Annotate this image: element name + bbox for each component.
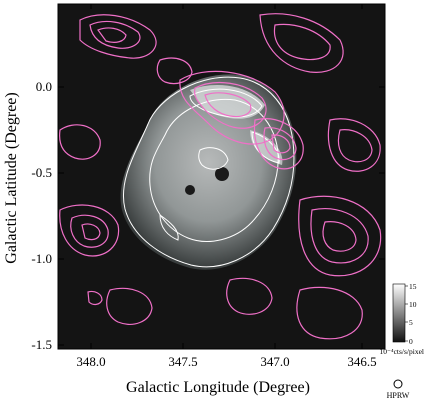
x-tick-label: 347.0 — [260, 354, 289, 369]
x-tick-label: 347.5 — [168, 354, 197, 369]
x-axis-title: Galactic Longitude (Degree) — [126, 379, 310, 396]
radio-contours — [59, 13, 382, 340]
plot-frame — [57, 3, 386, 350]
y-axis — [58, 86, 385, 346]
x-tick-label: 348.0 — [76, 354, 105, 369]
y-axis-title: Galactic Latitude (Degree) — [3, 92, 20, 263]
beam-label: HPRW — [387, 391, 410, 400]
x-tick-label: 346.5 — [347, 354, 376, 369]
point-source-1 — [215, 167, 229, 181]
beam-circle-icon — [393, 379, 403, 389]
colorbar-unit-label: 10⁻⁴cts/s/pixel — [380, 347, 425, 356]
image-panel — [58, 4, 385, 349]
colorbar-tick-label: 0 — [409, 337, 413, 346]
colorbar-tick-label: 15 — [409, 282, 417, 291]
xray-contours — [123, 76, 295, 268]
y-tick-label: -0.5 — [31, 165, 52, 180]
colorbar-tick-label: 5 — [409, 318, 413, 327]
y-tick-label: -1.5 — [31, 337, 52, 352]
y-tick-label: -1.0 — [31, 251, 52, 266]
y-tick-label: 0.0 — [36, 79, 52, 94]
colorbar-tick-label: 10 — [409, 300, 417, 309]
colorbar — [392, 283, 408, 343]
point-source-2 — [185, 185, 195, 195]
x-axis — [90, 4, 363, 349]
colorbar-scale — [392, 283, 406, 343]
